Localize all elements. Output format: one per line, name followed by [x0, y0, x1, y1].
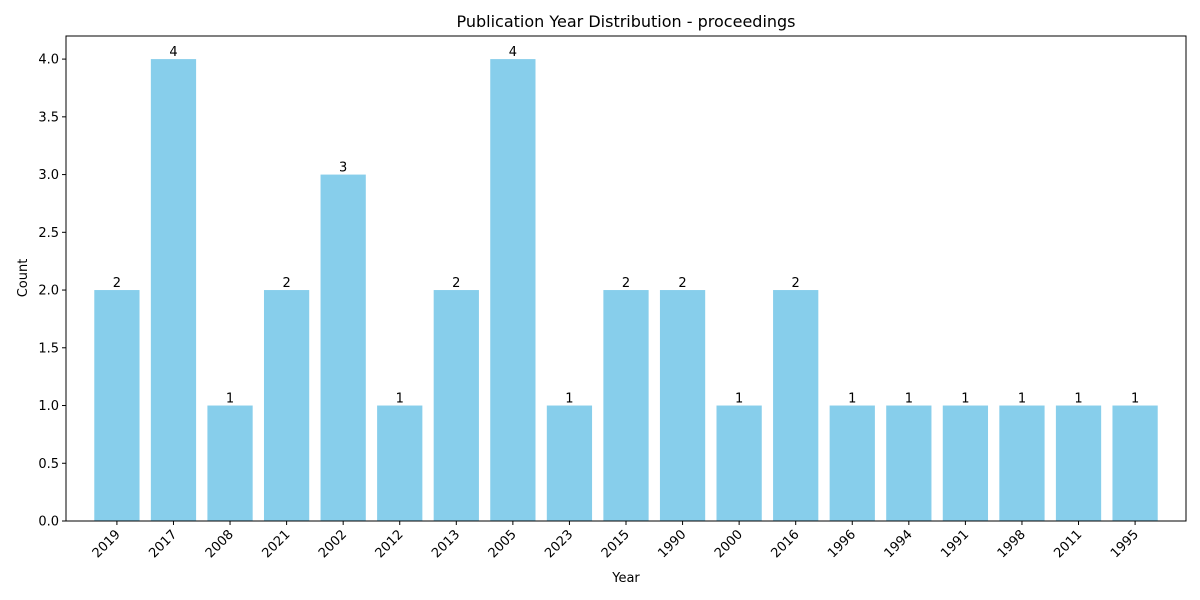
x-tick-label-2012: 2012 — [373, 527, 407, 561]
y-axis-label: Count — [16, 259, 31, 298]
x-tick-label-2008: 2008 — [203, 527, 237, 561]
data-label-2019: 2 — [113, 276, 121, 291]
bar-2000 — [716, 405, 762, 521]
x-tick-label-2000: 2000 — [712, 527, 746, 561]
bar-2016 — [773, 290, 819, 521]
plot-frame — [65, 35, 1187, 522]
x-tick-label-2005: 2005 — [486, 527, 520, 561]
x-tick-label-2015: 2015 — [599, 527, 633, 561]
y-tick-label-4.0: 4.0 — [38, 53, 59, 68]
y-tick-label-0.0: 0.0 — [38, 515, 59, 530]
data-label-2016: 2 — [792, 276, 800, 291]
x-tick-label-2016: 2016 — [769, 527, 803, 561]
bar-2011 — [1055, 405, 1102, 521]
bar-1996 — [829, 405, 875, 521]
data-label-2023: 1 — [565, 392, 573, 407]
y-tick-label-1.5: 1.5 — [38, 341, 59, 356]
bar-1995 — [1112, 405, 1158, 521]
bar-2008 — [207, 405, 253, 521]
x-tick-label-1990: 1990 — [655, 527, 689, 561]
y-tick-label-2.0: 2.0 — [38, 284, 59, 299]
data-label-2005: 4 — [509, 45, 517, 60]
data-label-2013: 2 — [452, 276, 460, 291]
x-axis-label: Year — [611, 571, 640, 586]
data-label-2021: 2 — [282, 276, 290, 291]
bar-2005 — [490, 59, 536, 521]
x-tick-label-2017: 2017 — [146, 527, 180, 561]
bar-1990 — [659, 290, 706, 521]
bar-2021 — [263, 290, 310, 521]
x-tick-label-1991: 1991 — [938, 527, 972, 561]
bar-2015 — [603, 290, 649, 521]
data-label-1990: 2 — [678, 276, 686, 291]
y-tick-label-0.5: 0.5 — [38, 457, 59, 472]
y-axis: 0.0 0.5 1.0 1.5 2.0 2.5 3.0 3.5 4.0 — [38, 53, 66, 530]
data-label-1995: 1 — [1131, 392, 1139, 407]
data-label-1996: 1 — [848, 392, 856, 407]
x-tick-label-2019: 2019 — [90, 527, 124, 561]
bar-1998 — [999, 405, 1045, 521]
bar-1994 — [886, 405, 932, 521]
x-tick-label-2021: 2021 — [259, 527, 293, 561]
bars-group — [94, 59, 1158, 522]
data-label-1994: 1 — [905, 392, 913, 407]
data-label-1998: 1 — [1018, 392, 1026, 407]
data-label-2012: 1 — [396, 392, 404, 407]
data-label-2008: 1 — [226, 392, 234, 407]
data-label-2002: 3 — [339, 161, 347, 176]
y-tick-label-1.0: 1.0 — [38, 399, 59, 414]
bar-2017 — [150, 59, 197, 521]
chart-title: Publication Year Distribution - proceedi… — [456, 12, 795, 31]
x-tick-label-2023: 2023 — [542, 527, 576, 561]
bar-2012 — [377, 405, 423, 521]
data-label-1991: 1 — [961, 392, 969, 407]
x-axis: 2019 2017 2008 2021 2002 2012 2013 2005 2023 2015… — [90, 521, 1142, 561]
x-tick-label-2011: 2011 — [1051, 527, 1085, 561]
x-tick-label-1996: 1996 — [825, 527, 859, 561]
data-label-2017: 4 — [169, 45, 177, 60]
data-label-2011: 1 — [1074, 392, 1082, 407]
data-label-2000: 1 — [735, 392, 743, 407]
bar-2013 — [433, 290, 479, 521]
x-tick-label-2002: 2002 — [316, 527, 350, 561]
y-tick-label-3.5: 3.5 — [38, 110, 59, 125]
x-tick-label-1994: 1994 — [882, 527, 916, 561]
bar-2019 — [94, 290, 140, 521]
bar-2023 — [546, 405, 593, 521]
bar-2002 — [320, 174, 366, 522]
x-tick-label-1995: 1995 — [1108, 527, 1142, 561]
x-tick-label-1998: 1998 — [995, 527, 1029, 561]
x-tick-label-2013: 2013 — [429, 527, 463, 561]
y-tick-label-3.0: 3.0 — [38, 168, 59, 183]
y-tick-label-2.5: 2.5 — [38, 226, 59, 241]
data-label-2015: 2 — [622, 276, 630, 291]
bar-1991 — [942, 405, 989, 521]
bar-labels-group: 2 4 1 2 3 1 2 4 1 2 2 1 2 1 1 1 1 1 1 — [113, 45, 1139, 406]
